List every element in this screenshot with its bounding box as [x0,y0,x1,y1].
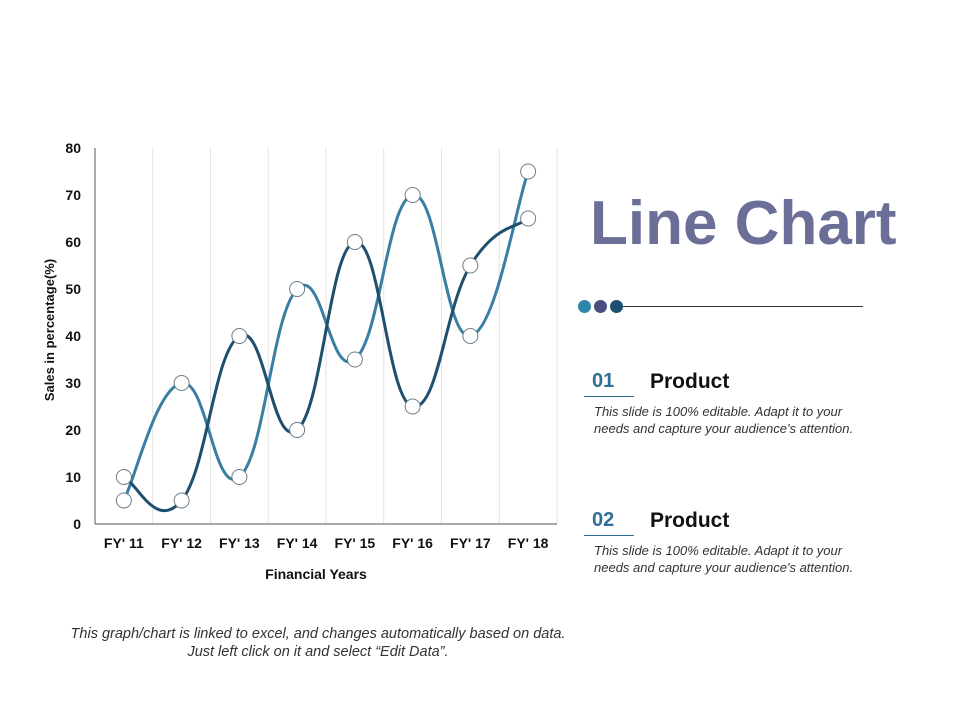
accent-dot [610,300,623,313]
y-tick-label: 20 [65,422,81,438]
data-point [115,492,132,509]
x-tick-label: FY' 18 [508,535,549,551]
accent-dot [578,300,591,313]
data-point [462,257,479,274]
data-point [231,469,248,485]
y-tick-label: 80 [65,140,81,156]
data-point [173,492,190,509]
y-tick-label: 70 [65,187,81,203]
data-point [173,375,190,391]
item-description: This slide is 100% editable. Adapt it to… [594,404,854,436]
accent-dot [594,300,607,313]
x-tick-label: FY' 16 [392,535,433,551]
y-tick-label: 40 [65,328,81,344]
x-tick-label: FY' 14 [277,535,318,551]
x-tick-label: FY' 11 [104,535,144,551]
y-axis-label: Sales in percentage(%) [42,259,57,401]
y-tick-label: 60 [65,234,81,250]
y-tick-label: 30 [65,375,81,391]
x-tick-labels: FY' 11 FY' 12 FY' 13 FY' 14 FY' 15 FY' 16 FY' … [104,535,549,551]
accent-dots [578,300,868,314]
x-tick-label: FY' 17 [450,535,491,551]
series-markers [115,163,537,509]
data-point [289,281,306,297]
series-line-1 [122,171,530,502]
chart-axes [94,148,557,525]
item-number: 01 [584,370,634,397]
data-point [289,422,306,438]
y-tick-label: 50 [65,281,81,297]
x-tick-label: FY' 13 [219,535,260,551]
data-point [346,234,363,250]
slide-title: Line Chart [590,189,897,258]
data-point [404,187,421,203]
y-tick-label: 10 [65,469,81,485]
series-line-2 [123,217,530,512]
y-tick-label: 0 [73,516,81,532]
y-tick-labels: 0 10 20 30 40 50 60 70 80 [65,140,81,532]
footnote: This graph/chart is linked to excel, and… [70,626,566,660]
data-point [462,328,479,344]
x-axis-label: Financial Years [265,566,367,582]
data-point [231,328,248,344]
item-description: This slide is 100% editable. Adapt it to… [594,543,854,575]
x-tick-label: FY' 15 [335,535,376,551]
item-number: 02 [584,509,634,536]
chart-grid [152,148,558,524]
series-lines [122,171,530,512]
item-heading: Product [650,370,730,393]
data-point [346,351,363,368]
x-tick-label: FY' 12 [161,535,202,551]
data-point [520,163,537,180]
data-point [115,469,132,485]
data-point [520,210,537,227]
item-heading: Product [650,509,730,532]
divider-line [623,306,863,307]
data-point [404,398,421,415]
